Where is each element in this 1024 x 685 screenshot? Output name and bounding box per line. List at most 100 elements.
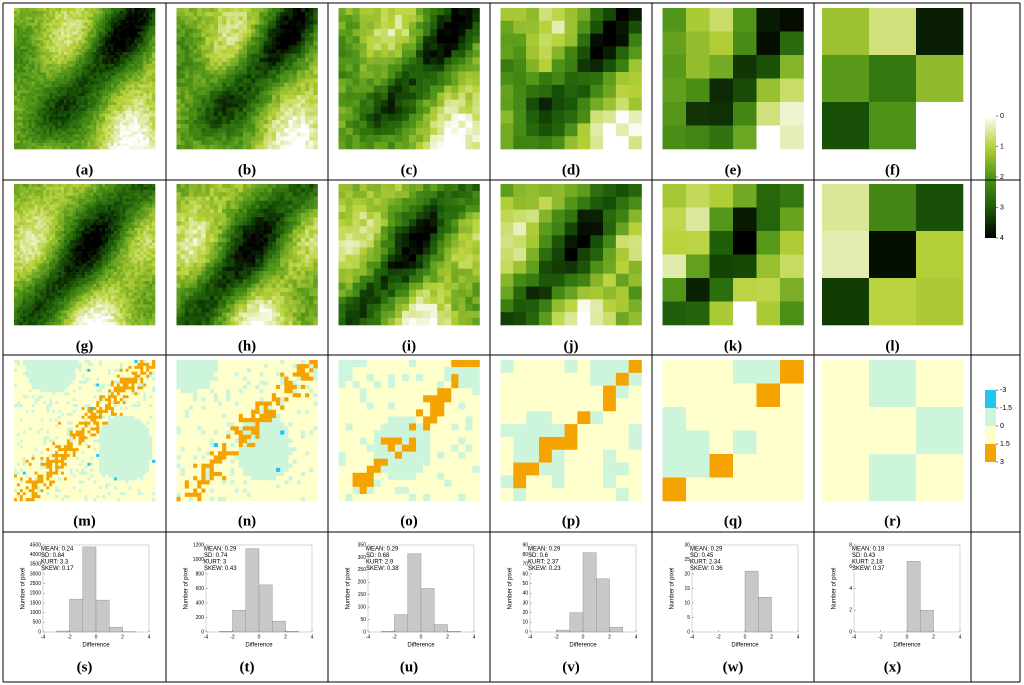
pixel (25, 242, 29, 246)
pixel (61, 304, 65, 308)
pixel (93, 46, 97, 50)
pixel (16, 31, 21, 35)
pixel (105, 140, 109, 144)
pixel (143, 280, 147, 285)
pixel (25, 184, 29, 188)
pixel (99, 110, 103, 115)
pixel (140, 107, 144, 112)
pixel (16, 228, 21, 232)
pixel (58, 102, 62, 106)
pixel (93, 307, 97, 311)
pixel (46, 119, 50, 123)
pixel (28, 245, 32, 249)
pixel (131, 128, 135, 132)
pixel (113, 210, 118, 214)
pixel (28, 13, 32, 18)
pixel (14, 445, 18, 449)
pixel (28, 371, 32, 375)
pixel (72, 301, 76, 305)
pixel (69, 75, 74, 79)
pixel (61, 69, 65, 73)
pixel (31, 198, 35, 202)
pixel (22, 31, 27, 35)
pixel (99, 233, 103, 238)
pixel (75, 316, 79, 320)
pixel (105, 301, 109, 305)
pixel (31, 286, 35, 291)
pixel (128, 204, 132, 208)
pixel (25, 84, 29, 88)
pixel (119, 310, 123, 314)
pixel (63, 8, 68, 12)
pixel (90, 278, 94, 282)
pixel (146, 236, 150, 241)
pixel (128, 228, 132, 232)
pixel (96, 134, 100, 138)
pixel (102, 96, 106, 100)
pixel (90, 137, 94, 141)
pixel (146, 186, 150, 191)
pixel (137, 72, 141, 76)
pixel (140, 313, 144, 317)
pixel (61, 257, 65, 261)
pixel (93, 116, 97, 120)
pixel (87, 207, 91, 211)
pixel (152, 25, 156, 29)
pixel (96, 60, 100, 65)
pixel (125, 22, 129, 26)
pixel (143, 22, 147, 26)
pixel (149, 131, 153, 135)
pixel (84, 195, 88, 199)
pixel (78, 307, 82, 311)
pixel (122, 22, 126, 26)
pixel (137, 40, 141, 44)
pixel (128, 278, 132, 282)
pixel (140, 192, 144, 197)
pixel (81, 60, 85, 65)
pixel (58, 81, 62, 85)
pixel (16, 395, 21, 399)
pixel (81, 216, 85, 220)
pixel (69, 316, 74, 320)
pixel (14, 272, 18, 276)
pixel (16, 46, 21, 50)
pixel (63, 13, 68, 18)
pixel (146, 116, 150, 120)
pixel (72, 146, 76, 150)
pixel (99, 34, 103, 38)
pixel (140, 298, 144, 302)
pixel (43, 84, 47, 88)
pixel (137, 236, 141, 241)
pixel (143, 219, 147, 223)
pixel (16, 189, 21, 194)
pixel (72, 131, 76, 135)
pixel (140, 278, 144, 282)
pixel (128, 248, 132, 252)
pixel (19, 442, 24, 446)
pixel (66, 307, 71, 311)
pixel (122, 322, 126, 326)
pixel (25, 269, 29, 273)
pixel (52, 90, 56, 94)
pixel (128, 81, 132, 85)
pixel (119, 84, 123, 88)
pixel (16, 380, 21, 384)
pixel (49, 233, 53, 238)
pixel (28, 498, 32, 502)
pixel (37, 231, 41, 235)
pixel (28, 257, 32, 261)
pixel (46, 222, 50, 226)
pixel (40, 201, 44, 205)
pixel (75, 146, 79, 150)
pixel (125, 266, 129, 270)
pixel (52, 283, 56, 288)
pixel (113, 87, 118, 91)
pixel (34, 483, 38, 487)
pixel (116, 275, 121, 279)
pixel (146, 146, 150, 150)
pixel (63, 137, 68, 141)
pixel (140, 210, 144, 214)
pixel (19, 377, 24, 381)
pixel (119, 236, 123, 241)
pixel (31, 63, 35, 68)
